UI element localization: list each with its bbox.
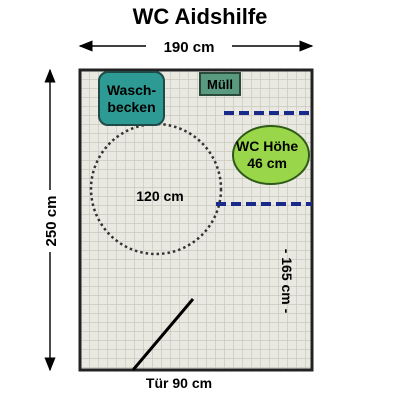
wc-toilet — [232, 125, 310, 185]
side-clearance-label: - 165 cm - — [279, 249, 295, 314]
page-title: WC Aidshilfe — [132, 4, 268, 29]
trash-bin — [199, 72, 241, 96]
wc-label: WC Höhe 46 cm — [236, 138, 299, 171]
turning-circle-label: 120 cm — [136, 188, 183, 204]
sink-label: Wasch- becken — [106, 81, 157, 115]
bin-label: Müll — [207, 76, 233, 92]
door-label: Tür 90 cm — [146, 375, 212, 391]
door-swing — [131, 298, 195, 371]
width-label: 190 cm — [164, 39, 215, 56]
turning-circle — [89, 122, 223, 256]
height-label: 250 cm — [43, 196, 60, 247]
sink — [98, 71, 165, 126]
